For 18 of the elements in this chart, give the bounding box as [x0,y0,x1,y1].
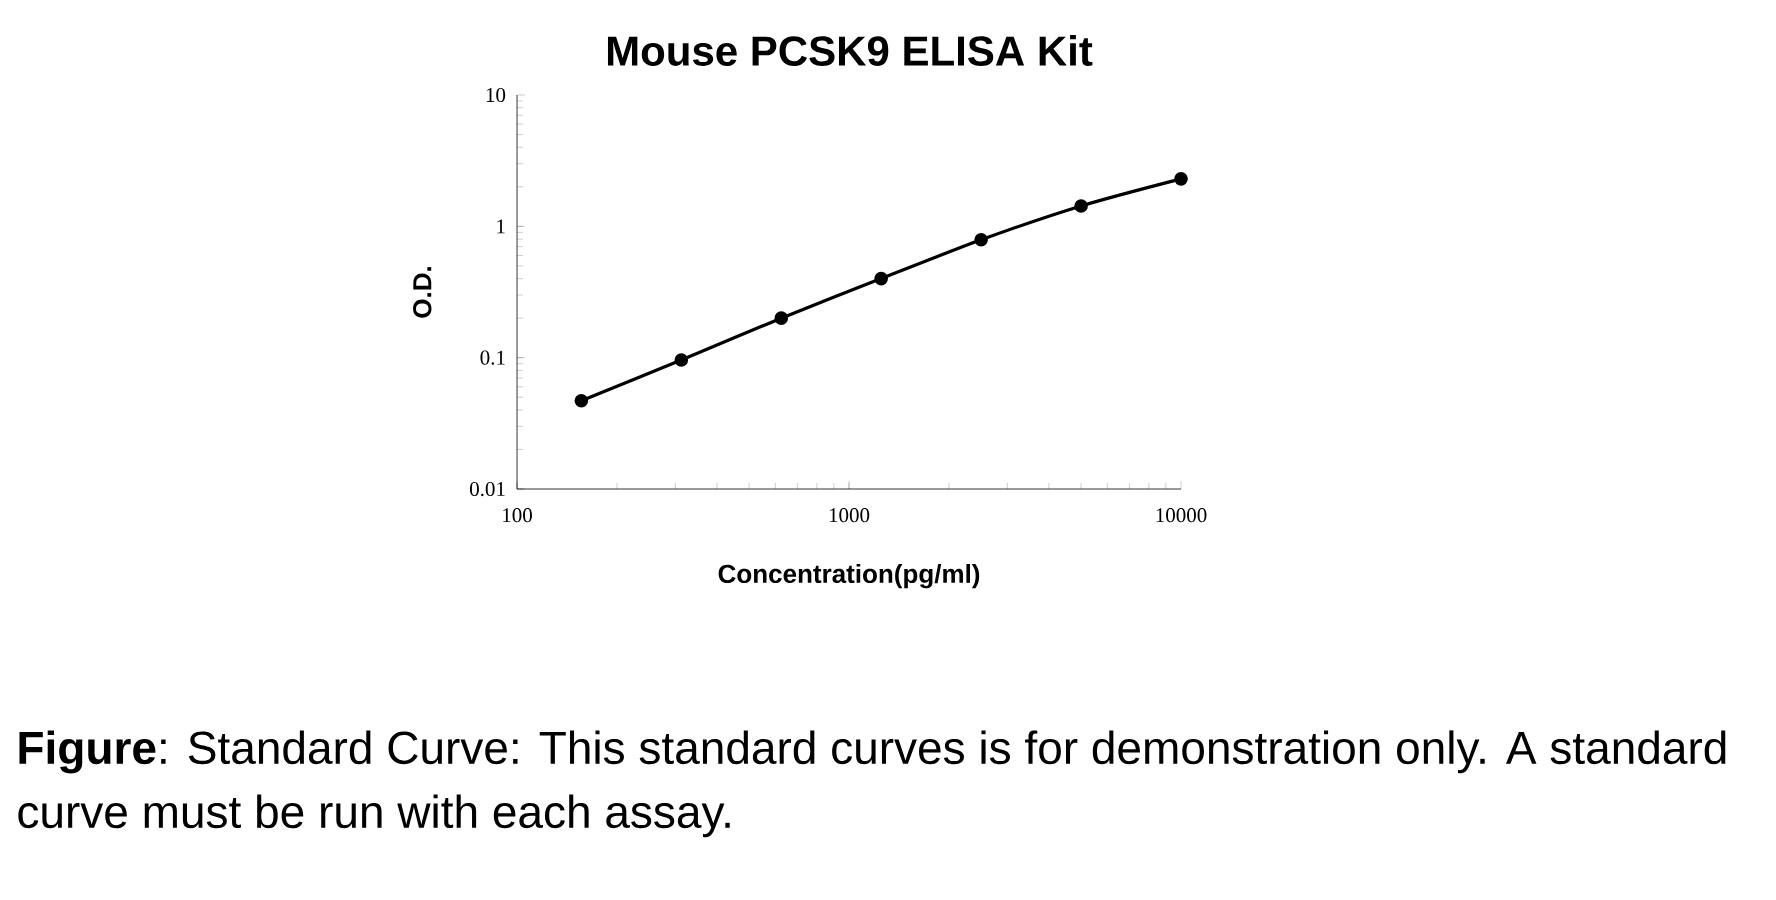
x-tick-label: 10000 [1156,508,1207,523]
point [1074,199,1088,213]
y-tick-label: 0.01 [469,481,505,497]
y-tick-label: 1 [497,219,505,234]
x-axis-title: Concentration(pg/ml) [718,563,980,589]
point [674,353,689,367]
y-axis-title: O.D. [413,267,432,318]
x-tick-label: 1000 [829,508,870,523]
x-tick-label: 100 [503,508,532,523]
chart-title: Mouse PCSK9 ELISA Kit [607,35,1093,66]
y-tick-label: 0.1 [480,350,505,365]
point [874,271,888,286]
point [574,393,589,408]
point [974,232,988,247]
point [774,311,789,325]
text: Figure: Standard Curve: This standard curves is for demonstration only. A standard curve must be run with each assay. [18,730,1726,838]
y-tick-label: 10 [486,87,506,103]
point [1174,172,1188,186]
